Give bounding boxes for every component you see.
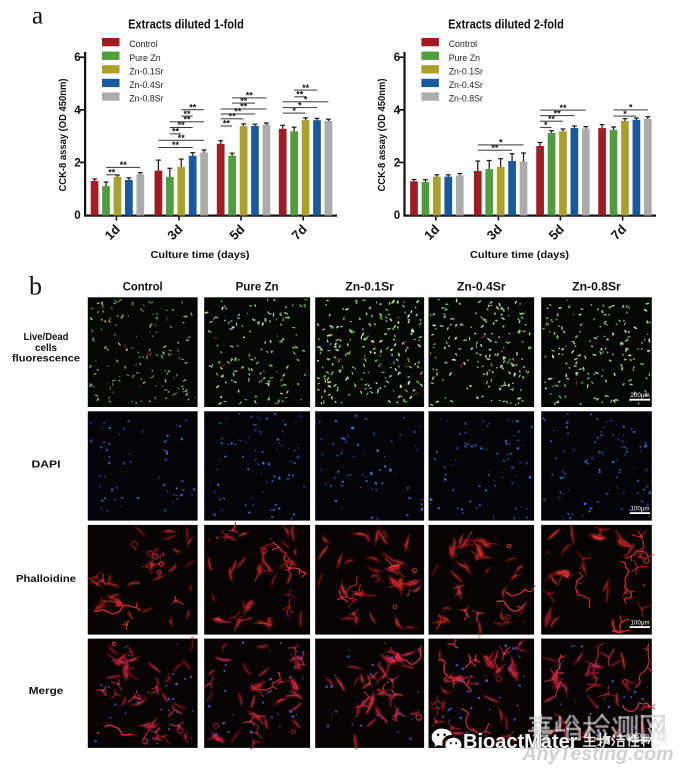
svg-text:**: ** (554, 108, 562, 118)
svg-text:*: * (292, 106, 296, 116)
svg-text:100µm: 100µm (630, 733, 649, 740)
svg-text:Zn-0.1Sr: Zn-0.1Sr (345, 280, 394, 294)
svg-text:Live/Dead: Live/Dead (24, 332, 69, 343)
svg-text:*: * (499, 138, 503, 148)
svg-text:CCK-8 assay (OD 450nm): CCK-8 assay (OD 450nm) (57, 79, 69, 192)
svg-text:Pure Zn: Pure Zn (449, 53, 480, 63)
svg-text:4: 4 (394, 105, 401, 117)
svg-text:Extracts diluted 1-fold: Extracts diluted 1-fold (128, 18, 244, 32)
svg-text:**: ** (178, 133, 186, 143)
svg-text:a: a (32, 3, 43, 30)
svg-text:**: ** (223, 119, 231, 129)
svg-text:fluorescence: fluorescence (12, 354, 80, 365)
svg-text:Merge: Merge (29, 686, 64, 697)
svg-text:**: ** (234, 107, 242, 117)
svg-text:Pure Zn: Pure Zn (236, 280, 279, 294)
svg-text:Zn-0.1Sr: Zn-0.1Sr (129, 66, 163, 76)
svg-text:**: ** (548, 114, 556, 124)
svg-text:Control: Control (449, 39, 477, 49)
svg-text:BioactMater: BioactMater (463, 731, 578, 753)
svg-text:Control: Control (129, 39, 157, 49)
svg-text:**: ** (108, 168, 116, 178)
svg-text:**: ** (189, 102, 197, 112)
svg-text:Zn-0.8Sr: Zn-0.8Sr (572, 280, 621, 294)
svg-text:Zn-0.4Sr: Zn-0.4Sr (449, 80, 483, 90)
svg-text:b: b (29, 272, 42, 301)
svg-text:Pure Zn: Pure Zn (129, 53, 160, 63)
svg-text:100µm: 100µm (630, 619, 649, 626)
svg-text:Zn-0.8Sr: Zn-0.8Sr (449, 94, 483, 104)
svg-text:cells: cells (35, 343, 57, 354)
svg-text:Zn-0.4Sr: Zn-0.4Sr (457, 280, 506, 294)
svg-text:0: 0 (394, 210, 400, 222)
svg-text:**: ** (120, 160, 128, 170)
svg-text:4: 4 (74, 105, 81, 117)
svg-text:0: 0 (74, 210, 80, 222)
svg-text:Phalloidine: Phalloidine (16, 574, 76, 585)
svg-text:CCK-8 assay (OD 450nm): CCK-8 assay (OD 450nm) (376, 79, 388, 192)
svg-text:Zn-0.4Sr: Zn-0.4Sr (129, 80, 163, 90)
svg-text:Zn-0.8Sr: Zn-0.8Sr (129, 94, 163, 104)
svg-text:**: ** (183, 115, 191, 125)
svg-text:*: * (623, 109, 627, 119)
svg-text:Culture time (days): Culture time (days) (151, 250, 250, 261)
svg-text:**: ** (183, 109, 191, 119)
svg-text:**: ** (296, 90, 304, 100)
svg-text:**: ** (559, 103, 567, 113)
svg-text:Control: Control (123, 280, 163, 294)
svg-text:**: ** (229, 112, 237, 122)
svg-text:6: 6 (394, 52, 400, 64)
svg-text:6: 6 (74, 52, 80, 64)
svg-text:**: ** (178, 120, 186, 130)
svg-text:*: * (544, 120, 548, 130)
svg-text:*: * (629, 103, 633, 113)
svg-text:100µm: 100µm (630, 505, 649, 512)
svg-text:**: ** (240, 96, 248, 106)
svg-text:**: ** (172, 140, 180, 150)
svg-text:**: ** (491, 143, 499, 153)
svg-text:Extracts diluted 2-fold: Extracts diluted 2-fold (448, 18, 564, 32)
svg-text:Culture time (days): Culture time (days) (470, 250, 569, 261)
svg-text:*: * (304, 95, 308, 105)
svg-text:**: ** (172, 127, 180, 137)
svg-text:AnyTesting.com: AnyTesting.com (522, 743, 674, 765)
svg-text:**: ** (302, 83, 310, 93)
svg-text:200µm: 200µm (630, 392, 649, 399)
svg-text:2: 2 (394, 157, 400, 169)
svg-text:2: 2 (74, 157, 80, 169)
svg-text:**: ** (240, 102, 248, 112)
svg-text:Zn-0.1Sr: Zn-0.1Sr (449, 66, 483, 76)
svg-text:*: * (298, 100, 302, 110)
svg-text:DAPI: DAPI (32, 460, 61, 471)
svg-text:**: ** (246, 91, 254, 101)
